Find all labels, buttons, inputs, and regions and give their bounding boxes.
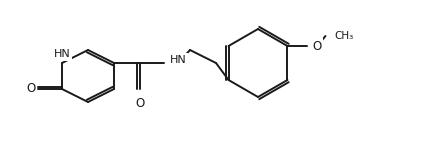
Text: O: O: [312, 40, 321, 53]
Text: CH₃: CH₃: [334, 31, 353, 41]
Text: O: O: [26, 82, 36, 95]
Text: HN: HN: [169, 55, 186, 65]
Text: O: O: [135, 97, 144, 110]
Text: HN: HN: [53, 49, 70, 59]
